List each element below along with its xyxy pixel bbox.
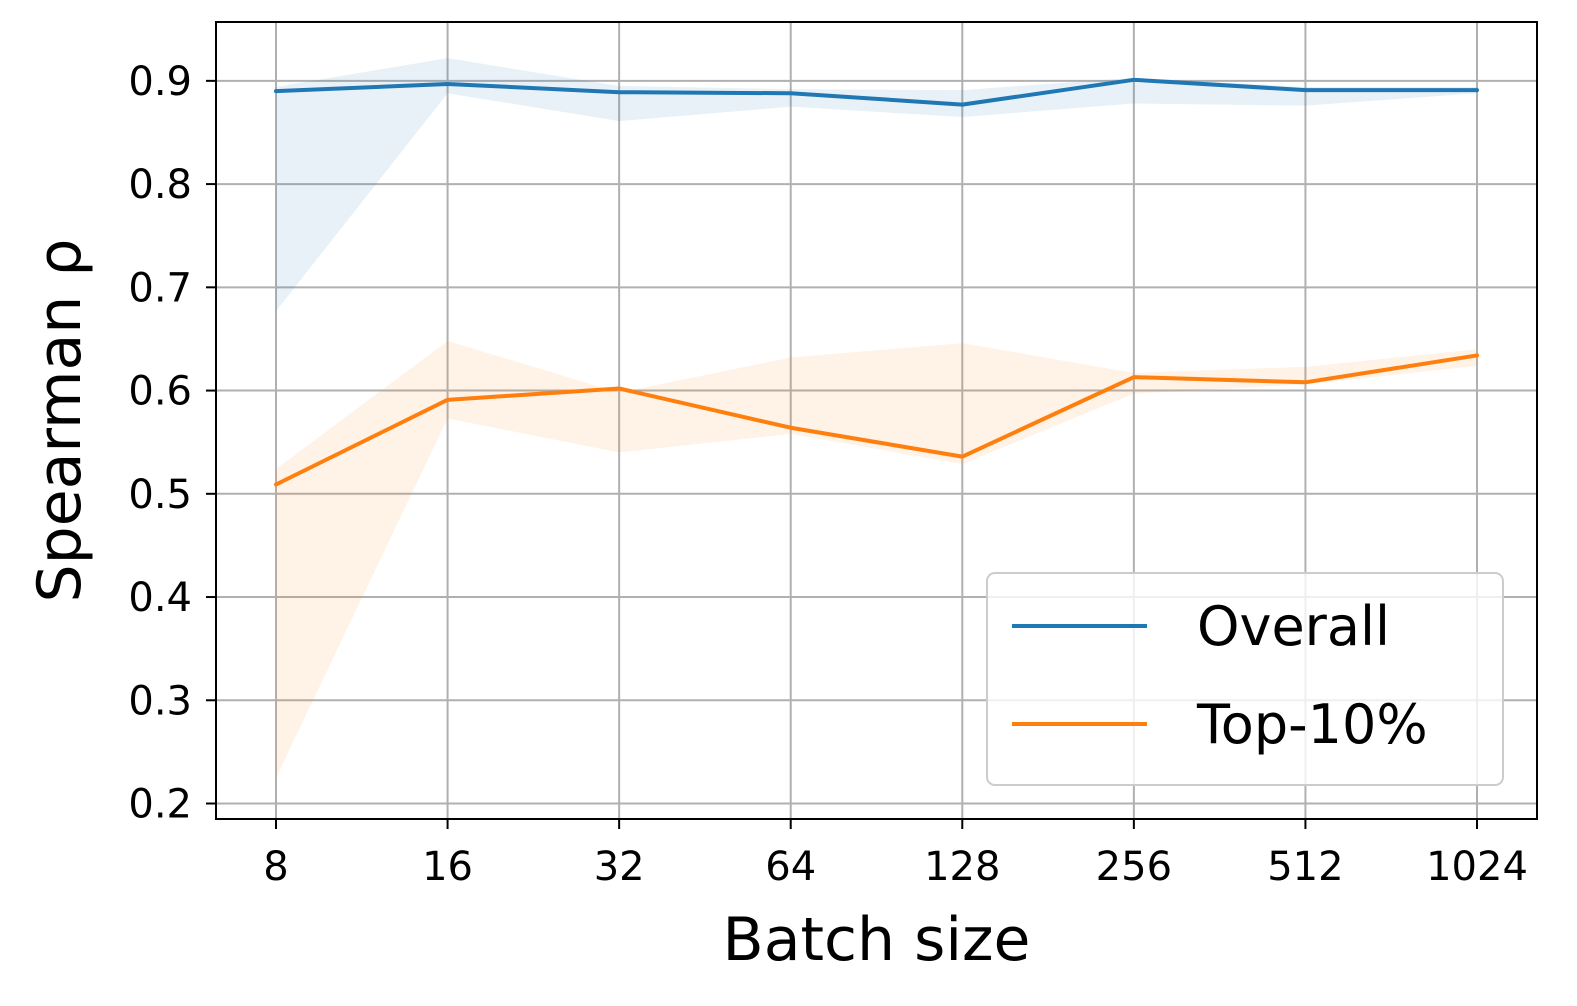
- x-tick-label: 16: [422, 844, 473, 890]
- y-tick-label: 0.5: [128, 472, 192, 518]
- y-axis-title: Spearman ρ: [25, 239, 95, 603]
- y-tick-label: 0.6: [128, 369, 192, 415]
- y-tick-labels: 0.2 0.3 0.4 0.5 0.6 0.7 0.8 0.9: [128, 59, 192, 828]
- series-lines: [274, 77, 1479, 487]
- x-tick-label: 1024: [1426, 844, 1528, 890]
- y-tick-label: 0.9: [128, 59, 192, 105]
- band-0: [276, 58, 1477, 312]
- x-tick-label: 8: [263, 844, 288, 890]
- legend-label-overall: Overall: [1197, 595, 1390, 658]
- series-line-1: [274, 353, 1479, 487]
- y-tick-label: 0.2: [128, 782, 192, 828]
- axis-ticks: [206, 79, 1478, 829]
- x-tick-label: 128: [924, 844, 1000, 890]
- x-tick-label: 64: [765, 844, 816, 890]
- x-axis-title: Batch size: [723, 905, 1031, 975]
- x-tick-labels: 8 16 32 64 128 256 512 1024: [263, 844, 1528, 890]
- band-1: [276, 341, 1477, 778]
- y-tick-label: 0.4: [128, 575, 192, 621]
- y-tick-label: 0.8: [128, 162, 192, 208]
- x-tick-label: 512: [1267, 844, 1343, 890]
- y-tick-label: 0.7: [128, 265, 192, 311]
- legend-label-top10: Top-10%: [1196, 693, 1428, 756]
- x-tick-label: 256: [1096, 844, 1172, 890]
- x-tick-label: 32: [594, 844, 645, 890]
- legend: Overall Top-10%: [986, 572, 1504, 786]
- series-line-0: [274, 77, 1479, 107]
- y-tick-label: 0.3: [128, 678, 192, 724]
- confidence-bands: [276, 58, 1477, 778]
- plot-frame: [215, 21, 1538, 820]
